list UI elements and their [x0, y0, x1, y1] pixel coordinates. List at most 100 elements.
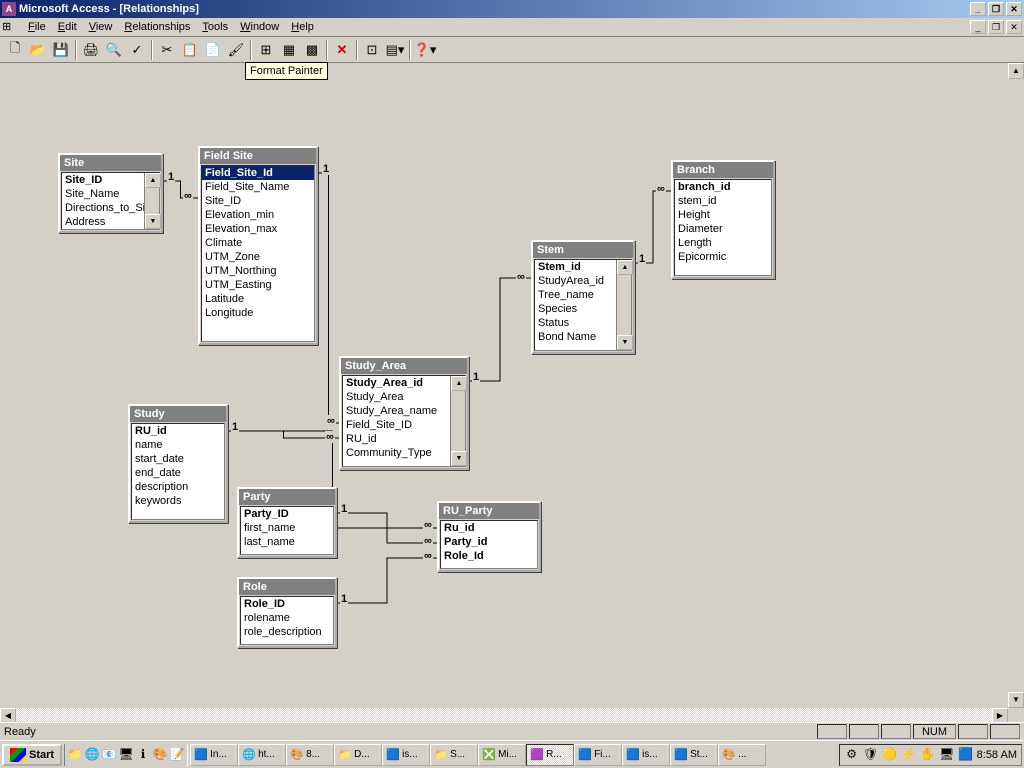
- ql-icon[interactable]: 🖥: [118, 747, 134, 763]
- field-row[interactable]: Party_ID: [241, 507, 333, 521]
- field-row[interactable]: name: [132, 438, 224, 452]
- ql-icon[interactable]: 📧: [101, 747, 117, 763]
- field-row[interactable]: Elevation_max: [202, 222, 314, 236]
- field-row[interactable]: Latitude: [202, 292, 314, 306]
- mdi-close-button[interactable]: ✕: [1006, 20, 1022, 34]
- field-row[interactable]: Study_Area_id: [343, 376, 450, 390]
- field-row[interactable]: Field_Site_ID: [343, 418, 450, 432]
- field-row[interactable]: Study_Area_name: [343, 404, 450, 418]
- start-button[interactable]: Start: [2, 744, 62, 766]
- ql-icon[interactable]: 🌐: [84, 747, 100, 763]
- field-row[interactable]: Status: [535, 316, 616, 330]
- table-title[interactable]: Party: [239, 489, 335, 505]
- field-row[interactable]: rolename: [241, 611, 333, 625]
- preview-button[interactable]: 🔍: [103, 39, 125, 61]
- clock[interactable]: 8:58 AM: [977, 749, 1017, 761]
- table-ruparty[interactable]: RU_Party Ru_idParty_idRole_Id: [437, 501, 541, 572]
- table-title[interactable]: RU_Party: [439, 503, 539, 519]
- table-scrollbar[interactable]: [144, 173, 159, 229]
- table-stem[interactable]: StemStem_idStudyArea_idTree_nameSpeciesS…: [531, 240, 635, 354]
- save-button[interactable]: 💾: [50, 39, 72, 61]
- field-row[interactable]: Bond Name: [535, 330, 616, 344]
- tray-icon[interactable]: 🖥: [939, 747, 955, 763]
- show-all-button[interactable]: ▩: [301, 39, 323, 61]
- field-row[interactable]: Party_id: [441, 535, 537, 549]
- table-party[interactable]: Party Party_IDfirst_namelast_name: [237, 487, 337, 558]
- mdi-restore-button[interactable]: ❐: [988, 20, 1004, 34]
- help-button[interactable]: ❓▾: [414, 39, 436, 61]
- table-studyarea[interactable]: Study_AreaStudy_Area_idStudy_AreaStudy_A…: [339, 356, 469, 470]
- field-row[interactable]: Study_Area: [343, 390, 450, 404]
- taskbar-button[interactable]: 🟦Fi...: [574, 744, 622, 766]
- menu-relationships[interactable]: Relationships: [118, 19, 196, 35]
- taskbar-button[interactable]: 🎨...: [718, 744, 766, 766]
- table-site[interactable]: SiteSite_IDSite_NameDirections_to_SiAddr…: [58, 153, 163, 233]
- field-row[interactable]: Directions_to_Si: [62, 201, 144, 215]
- table-title[interactable]: Branch: [673, 162, 773, 178]
- field-row[interactable]: Length: [675, 236, 771, 250]
- taskbar-button[interactable]: 📁D...: [334, 744, 382, 766]
- field-row[interactable]: Height: [675, 208, 771, 222]
- table-title[interactable]: Field Site: [200, 148, 316, 164]
- taskbar-button[interactable]: ❎Mi...: [478, 744, 526, 766]
- field-row[interactable]: Role_Id: [441, 549, 537, 563]
- field-row[interactable]: Epicormic: [675, 250, 771, 264]
- menu-edit[interactable]: Edit: [52, 19, 83, 35]
- taskbar-button[interactable]: 🟦is...: [622, 744, 670, 766]
- delete-button[interactable]: ✕: [331, 39, 353, 61]
- field-row[interactable]: keywords: [132, 494, 224, 508]
- field-row[interactable]: Elevation_min: [202, 208, 314, 222]
- field-row[interactable]: role_description: [241, 625, 333, 639]
- field-row[interactable]: description: [132, 480, 224, 494]
- taskbar-button[interactable]: 🟦is...: [382, 744, 430, 766]
- field-row[interactable]: first_name: [241, 521, 333, 535]
- menu-view[interactable]: View: [83, 19, 119, 35]
- table-role[interactable]: RoleRole_IDrolenamerole_description: [237, 577, 337, 648]
- field-row[interactable]: Ru_id: [441, 521, 537, 535]
- format-painter-button[interactable]: 🖌: [225, 39, 247, 61]
- tray-icon[interactable]: ⚡: [901, 747, 917, 763]
- field-row[interactable]: StudyArea_id: [535, 274, 616, 288]
- tray-icon[interactable]: 🟡: [882, 747, 898, 763]
- menu-help[interactable]: Help: [285, 19, 320, 35]
- table-title[interactable]: Study: [130, 406, 226, 422]
- print-button[interactable]: 🖨: [80, 39, 102, 61]
- new-object-button[interactable]: ▤▾: [384, 39, 406, 61]
- open-button[interactable]: 📂: [27, 39, 49, 61]
- field-row[interactable]: Diameter: [675, 222, 771, 236]
- taskbar-button[interactable]: 🌐ht...: [238, 744, 286, 766]
- menu-tools[interactable]: Tools: [196, 19, 234, 35]
- field-row[interactable]: UTM_Zone: [202, 250, 314, 264]
- tray-icon[interactable]: ⚙: [844, 747, 860, 763]
- field-row[interactable]: end_date: [132, 466, 224, 480]
- field-row[interactable]: Site_Name: [62, 187, 144, 201]
- close-button[interactable]: ✕: [1006, 2, 1022, 16]
- field-row[interactable]: start_date: [132, 452, 224, 466]
- field-row[interactable]: UTM_Northing: [202, 264, 314, 278]
- tray-icon[interactable]: 🟦: [958, 747, 974, 763]
- ql-icon[interactable]: 🎨: [152, 747, 168, 763]
- show-table-button[interactable]: ⊞: [255, 39, 277, 61]
- ql-icon[interactable]: ℹ: [135, 747, 151, 763]
- table-scrollbar[interactable]: [450, 376, 465, 466]
- field-row[interactable]: Stem_id: [535, 260, 616, 274]
- field-row[interactable]: UTM_Easting: [202, 278, 314, 292]
- paste-button[interactable]: 📄: [202, 39, 224, 61]
- table-fieldsite[interactable]: Field SiteField_Site_IdField_Site_NameSi…: [198, 146, 318, 345]
- menu-window[interactable]: Window: [234, 19, 285, 35]
- restore-button[interactable]: ❐: [988, 2, 1004, 16]
- tray-icon[interactable]: 🛡: [863, 747, 879, 763]
- mdi-minimize-button[interactable]: _: [970, 20, 986, 34]
- field-row[interactable]: last_name: [241, 535, 333, 549]
- taskbar-button[interactable]: 🟦In...: [190, 744, 238, 766]
- cut-button[interactable]: ✂: [156, 39, 178, 61]
- taskbar-button[interactable]: 📁S...: [430, 744, 478, 766]
- field-row[interactable]: Site_ID: [62, 173, 144, 187]
- table-scrollbar[interactable]: [616, 260, 631, 350]
- spelling-button[interactable]: ✓: [126, 39, 148, 61]
- table-title[interactable]: Role: [239, 579, 335, 595]
- table-title[interactable]: Site: [60, 155, 161, 171]
- copy-button[interactable]: 📋: [179, 39, 201, 61]
- field-row[interactable]: Climate: [202, 236, 314, 250]
- vertical-scrollbar[interactable]: ▲ ▼: [1008, 63, 1024, 708]
